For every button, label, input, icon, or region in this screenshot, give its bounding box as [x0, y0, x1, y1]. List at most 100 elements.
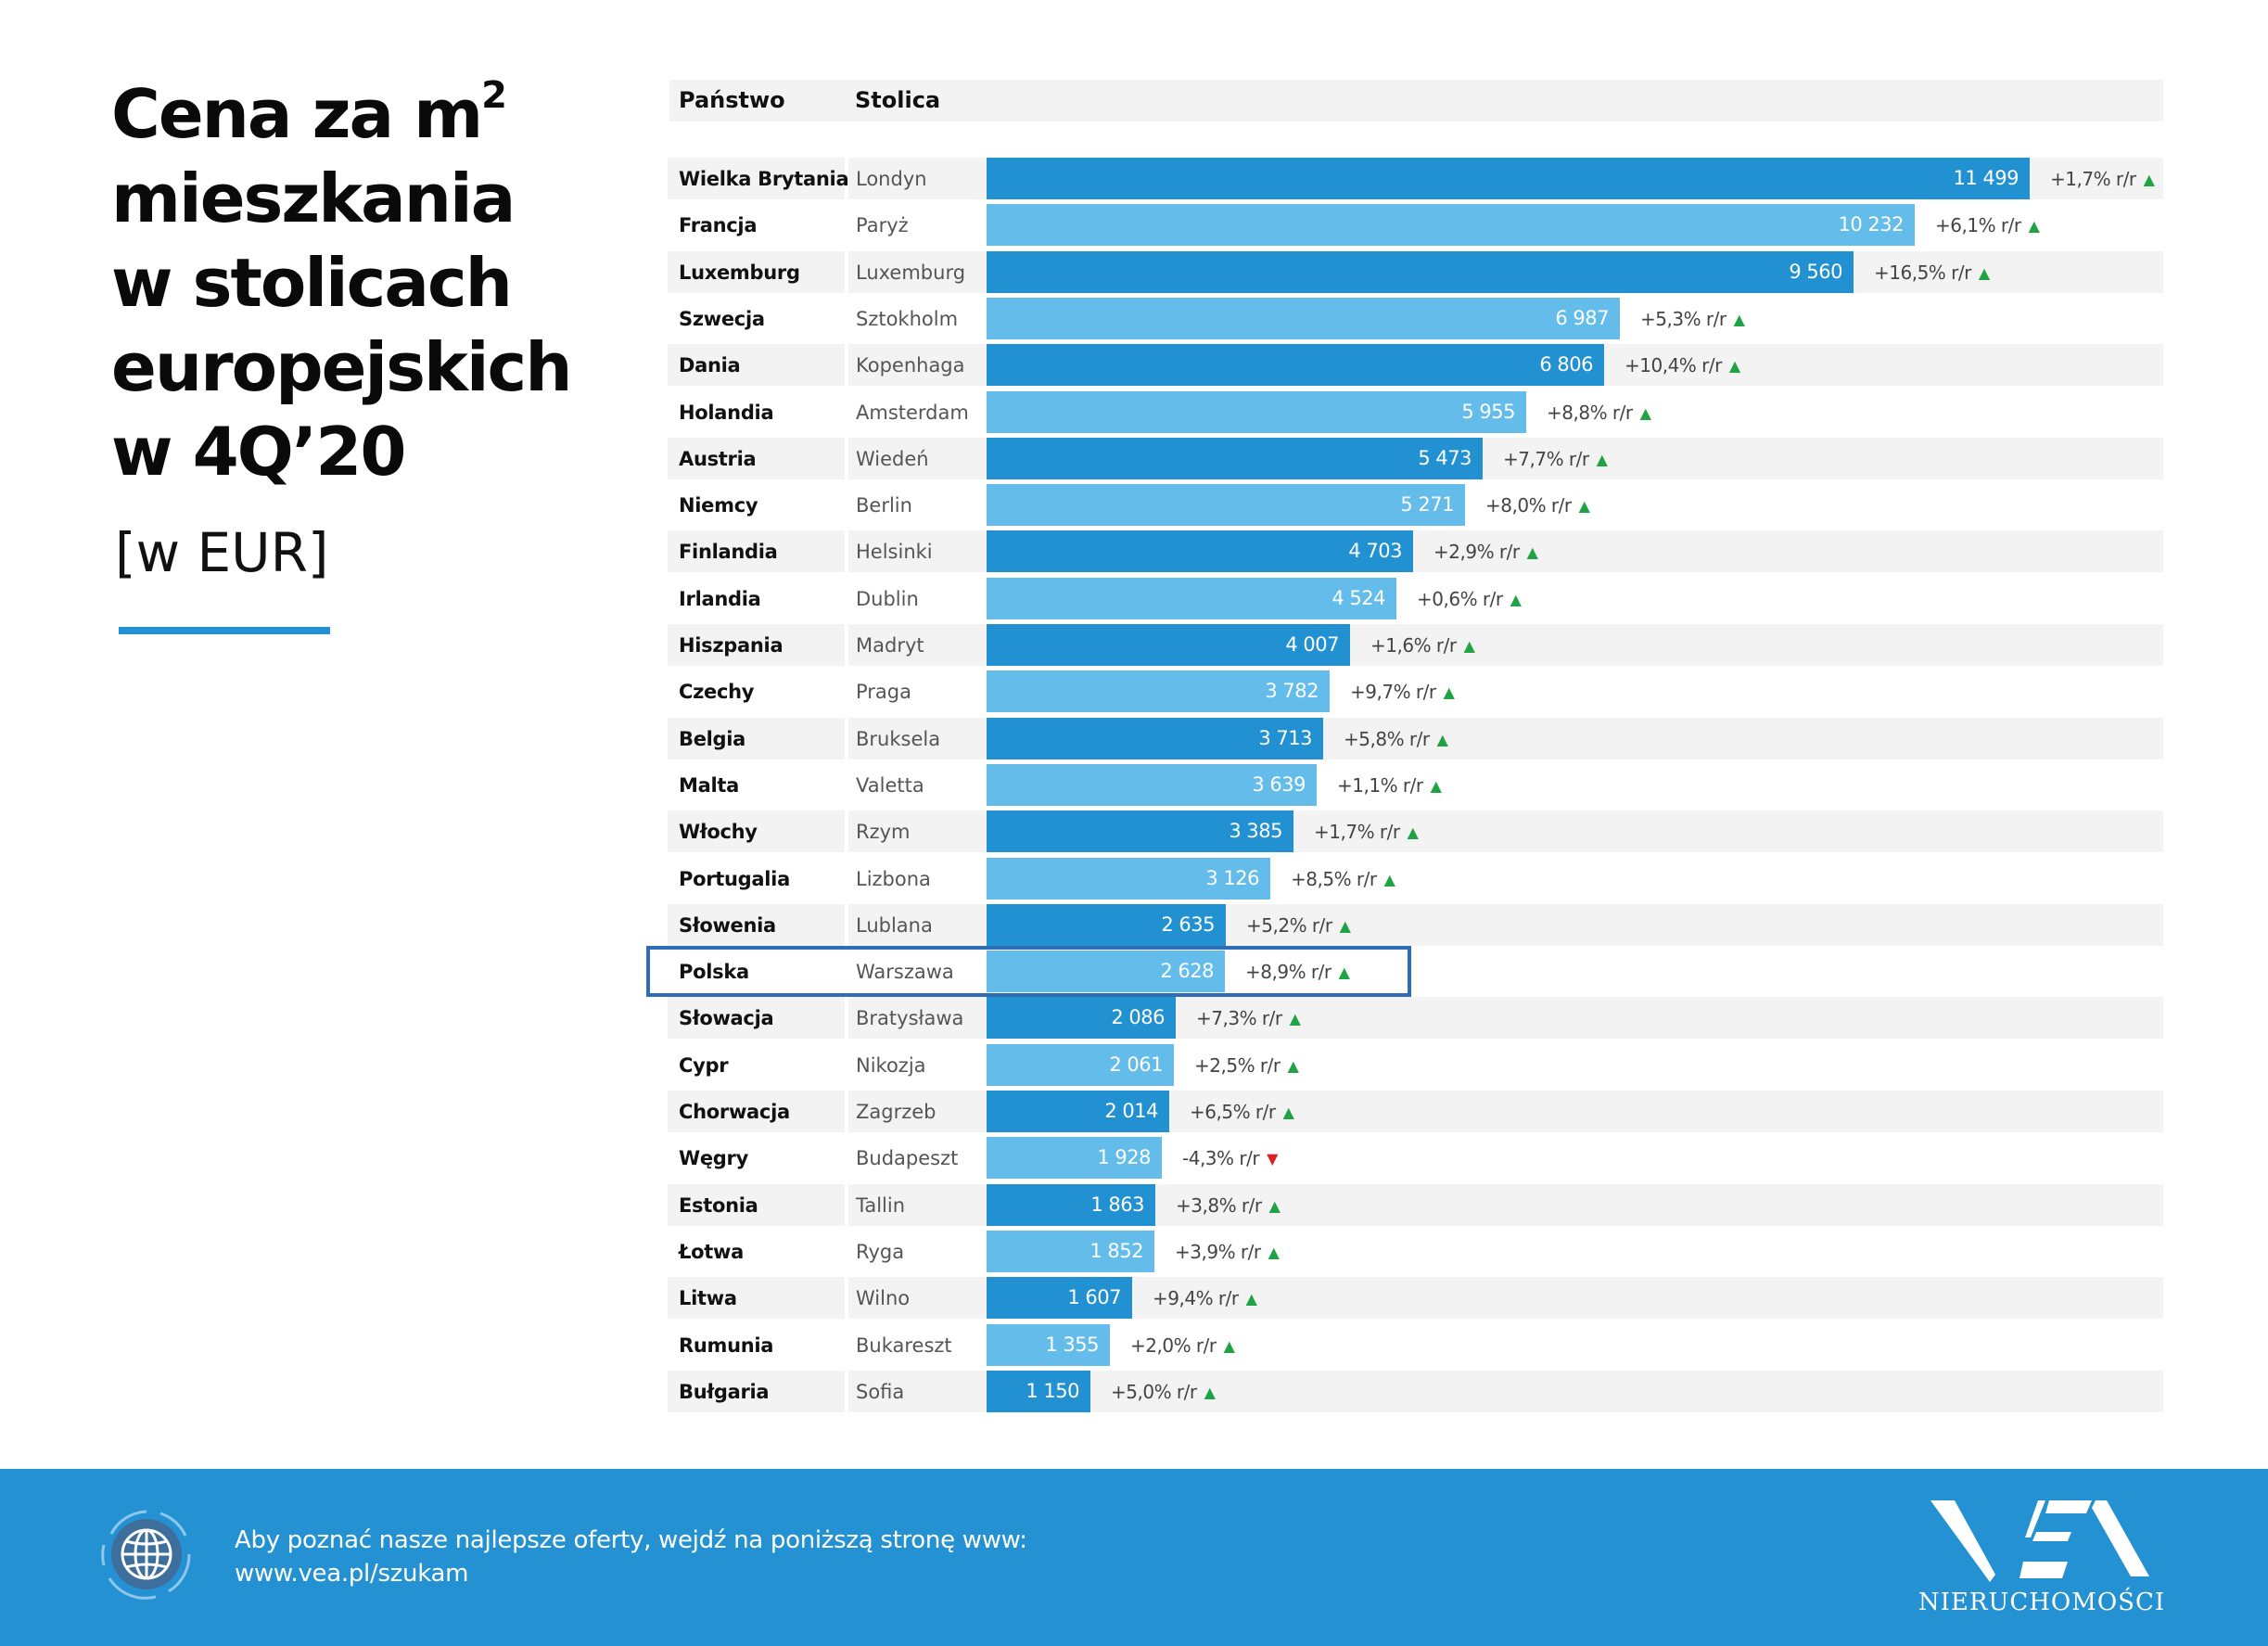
country-name: Słowacja — [679, 1007, 774, 1029]
yoy-change-label: +9,4% r/r — [1153, 1287, 1239, 1309]
yoy-change-label: +6,1% r/r — [1935, 214, 2021, 236]
row-background — [987, 1137, 2163, 1179]
price-label: 11 499 — [1953, 167, 2020, 189]
yoy-change: +10,4% r/r ▲ — [1625, 354, 1740, 376]
price-bar: 1 355 — [987, 1324, 1110, 1366]
arrow-up-icon: ▲ — [1463, 637, 1475, 655]
table-row: Wielka Brytania Londyn 11 499 +1,7% r/r ▲ — [668, 158, 2163, 199]
price-label: 2 014 — [1104, 1100, 1158, 1122]
column-divider — [845, 251, 848, 293]
row-background — [987, 1371, 2163, 1412]
yoy-change-label: +16,5% r/r — [1874, 262, 1971, 284]
yoy-change-label: +8,9% r/r — [1245, 961, 1331, 983]
row-background — [668, 1184, 987, 1226]
country-name: Belgia — [679, 728, 746, 750]
arrow-up-icon: ▲ — [1268, 1244, 1280, 1261]
yoy-change: +8,8% r/r ▲ — [1547, 402, 1651, 424]
yoy-change-label: +2,9% r/r — [1433, 541, 1520, 563]
yoy-change: +1,7% r/r ▲ — [1314, 821, 1419, 843]
yoy-change: +16,5% r/r ▲ — [1874, 262, 1990, 284]
table-row: Hiszpania Madryt 4 007 +1,6% r/r ▲ — [668, 624, 2163, 666]
arrow-up-icon: ▲ — [1383, 871, 1395, 888]
column-divider — [845, 1184, 848, 1226]
yoy-change-label: -4,3% r/r — [1182, 1147, 1260, 1169]
yoy-change: +2,5% r/r ▲ — [1194, 1054, 1299, 1077]
row-background — [668, 904, 987, 946]
arrow-up-icon: ▲ — [1443, 683, 1455, 701]
capital-name: Praga — [856, 681, 911, 703]
column-divider — [845, 1371, 848, 1412]
table-row: Cypr Nikozja 2 061 +2,5% r/r ▲ — [668, 1044, 2163, 1086]
table-row: Szwecja Sztokholm 6 987 +5,3% r/r ▲ — [668, 298, 2163, 339]
price-label: 3 126 — [1205, 867, 1259, 889]
table-row: Portugalia Lizbona 3 126 +8,5% r/r ▲ — [668, 858, 2163, 900]
row-background — [668, 1371, 987, 1412]
price-bar: 5 271 — [987, 484, 1465, 526]
yoy-change-label: +10,4% r/r — [1625, 354, 1722, 376]
arrow-up-icon: ▲ — [1407, 823, 1419, 841]
yoy-change: +5,3% r/r ▲ — [1640, 308, 1745, 330]
price-label: 4 007 — [1285, 633, 1339, 656]
capital-name: Sofia — [856, 1381, 905, 1403]
country-name: Chorwacja — [679, 1101, 790, 1123]
price-bar: 2 061 — [987, 1044, 1174, 1086]
yoy-change-label: +8,5% r/r — [1291, 868, 1377, 890]
yoy-change: +8,9% r/r ▲ — [1245, 961, 1350, 983]
header-capital: Stolica — [855, 87, 941, 113]
price-label: 1 852 — [1089, 1240, 1143, 1262]
price-label: 1 150 — [1026, 1380, 1079, 1402]
table-row: Słowenia Lublana 2 635 +5,2% r/r ▲ — [668, 904, 2163, 946]
column-divider — [845, 810, 848, 852]
footer — [0, 1469, 2268, 1646]
capital-name: Kopenhaga — [856, 354, 965, 376]
yoy-change-label: +7,3% r/r — [1196, 1007, 1282, 1029]
capital-name: Tallin — [856, 1194, 906, 1217]
country-name: Niemcy — [679, 494, 758, 517]
table-row: Bułgaria Sofia 1 150 +5,0% r/r ▲ — [668, 1371, 2163, 1412]
price-bar: 11 499 — [987, 158, 2030, 199]
price-bar: 6 987 — [987, 298, 1620, 339]
price-label: 6 987 — [1555, 307, 1609, 329]
table-row: Francja Paryż 10 232 +6,1% r/r ▲ — [668, 204, 2163, 246]
price-label: 3 385 — [1229, 820, 1282, 842]
row-background — [987, 1091, 2163, 1132]
country-name: Litwa — [679, 1287, 737, 1309]
country-name: Dania — [679, 354, 741, 376]
price-label: 4 703 — [1348, 540, 1402, 562]
table-row: Niemcy Berlin 5 271 +8,0% r/r ▲ — [668, 484, 2163, 526]
price-bar: 9 560 — [987, 251, 1854, 293]
country-name: Szwecja — [679, 308, 765, 330]
capital-name: Paryż — [856, 214, 909, 236]
yoy-change-label: +0,6% r/r — [1417, 588, 1503, 610]
page-title: Cena za m2 mieszkania w stolicach europe… — [111, 72, 572, 494]
row-background — [668, 158, 987, 199]
capital-name: Ryga — [856, 1241, 905, 1263]
country-name: Łotwa — [679, 1241, 745, 1263]
price-bar: 6 806 — [987, 344, 1604, 386]
price-label: 1 607 — [1067, 1286, 1121, 1308]
yoy-change-label: +8,8% r/r — [1547, 402, 1633, 424]
row-background — [987, 1231, 2163, 1272]
price-label: 2 061 — [1109, 1053, 1163, 1076]
price-bar: 2 086 — [987, 997, 1176, 1039]
yoy-change-label: +5,0% r/r — [1111, 1381, 1197, 1403]
price-bar: 3 713 — [987, 718, 1323, 759]
table-row: Czechy Praga 3 782 +9,7% r/r ▲ — [668, 670, 2163, 712]
capital-name: Nikozja — [856, 1054, 926, 1077]
price-bar: 1 852 — [987, 1231, 1154, 1272]
yoy-change-label: +1,7% r/r — [2050, 168, 2136, 190]
footer-link[interactable]: www.vea.pl/szukam — [235, 1560, 469, 1588]
arrow-up-icon: ▲ — [1526, 543, 1538, 561]
yoy-change: +3,8% r/r ▲ — [1176, 1194, 1281, 1217]
capital-name: Lublana — [856, 914, 933, 937]
yoy-change: +5,8% r/r ▲ — [1344, 728, 1448, 750]
table-row: Włochy Rzym 3 385 +1,7% r/r ▲ — [668, 810, 2163, 852]
capital-name: Amsterdam — [856, 402, 969, 424]
country-name: Irlandia — [679, 588, 761, 610]
price-label: 4 524 — [1331, 587, 1385, 609]
arrow-up-icon: ▲ — [2143, 171, 2155, 188]
arrow-up-icon: ▲ — [1204, 1384, 1216, 1401]
yoy-change-label: +5,3% r/r — [1640, 308, 1726, 330]
arrow-up-icon: ▲ — [1245, 1290, 1257, 1308]
price-label: 6 806 — [1539, 353, 1593, 376]
